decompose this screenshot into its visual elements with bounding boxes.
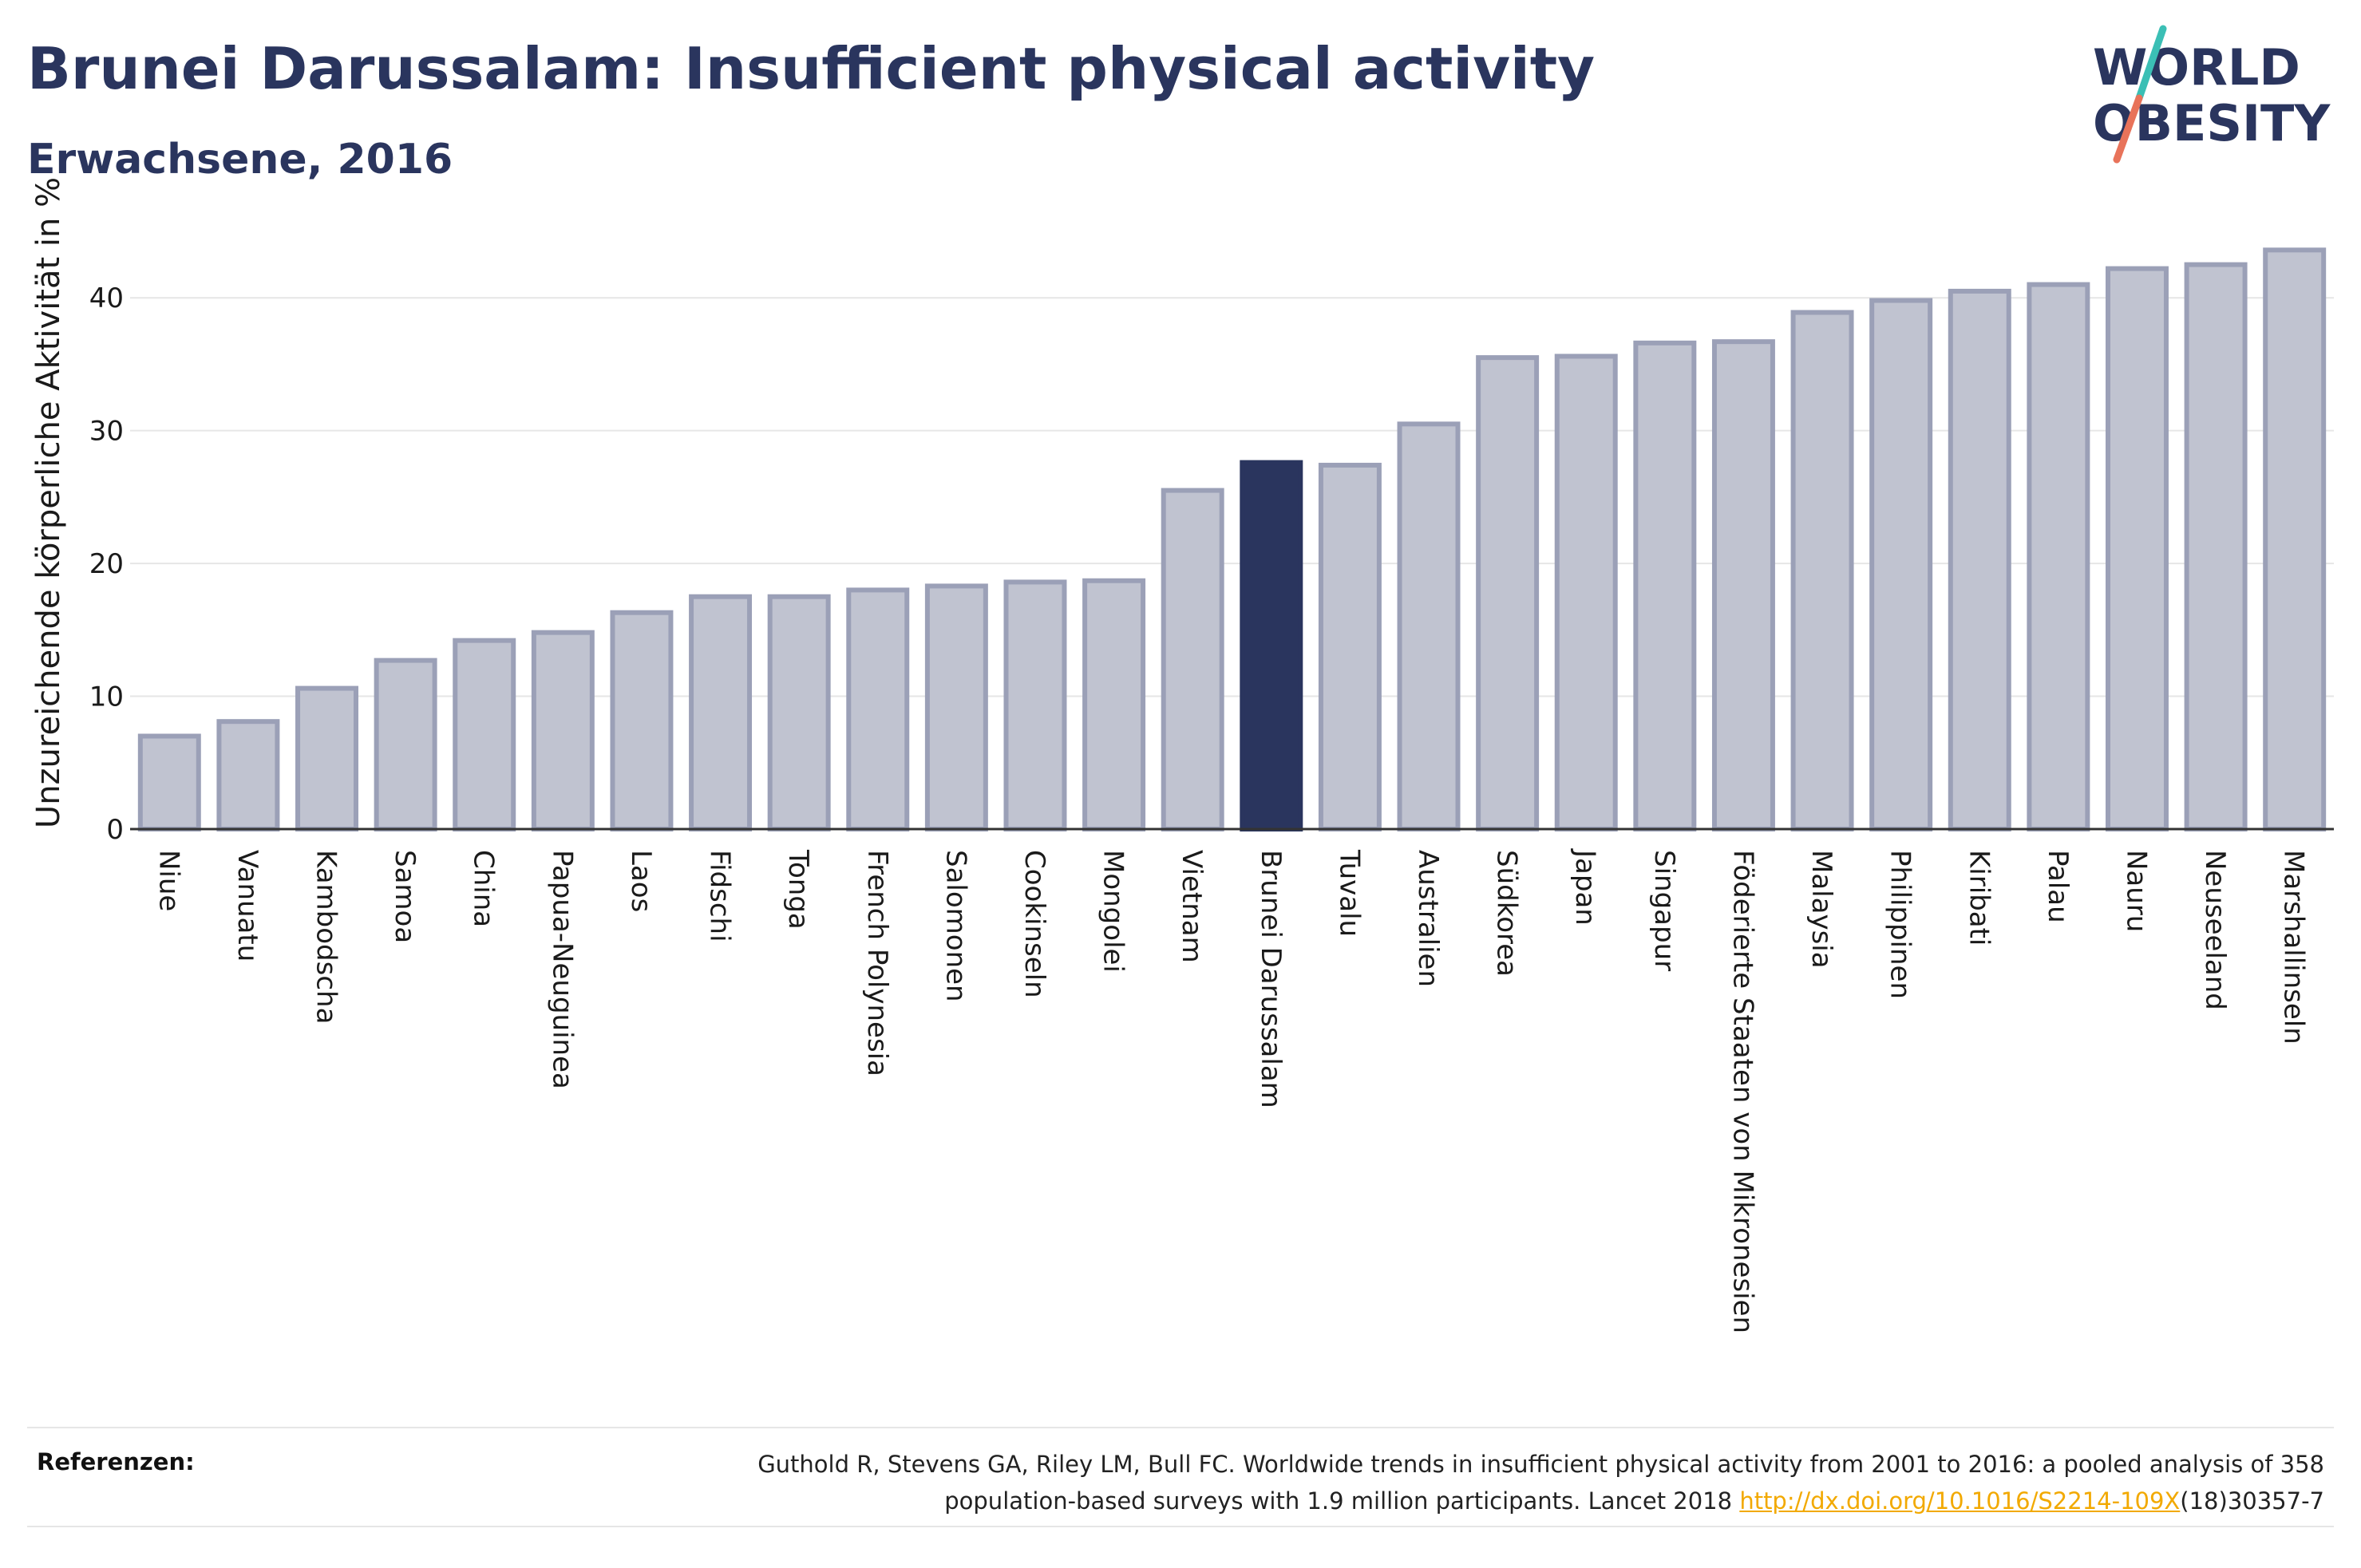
y-tick-label: 0: [106, 814, 124, 846]
x-tick-label: Laos: [625, 850, 657, 912]
bar-country: [1003, 579, 1067, 831]
bar-country: [1869, 298, 1933, 832]
y-tick-label: 40: [89, 282, 124, 314]
bar-country: [295, 685, 359, 832]
y-tick-label: 30: [89, 416, 124, 448]
bar-country: [137, 733, 201, 831]
bar-country: [846, 587, 910, 832]
bar-country: [2027, 282, 2090, 832]
logo-slash-top: [2135, 25, 2167, 102]
bar-highlight: [1240, 460, 1303, 831]
x-tick-label: Japan: [1569, 848, 1601, 926]
x-tick-label: Niue: [152, 850, 184, 911]
reference-line-2-end: (18)30357-7: [2180, 1487, 2324, 1515]
bar-country: [216, 719, 280, 831]
x-tick-label: Kiribati: [1963, 850, 1995, 946]
reference-line-1: Guthold R, Stevens GA, Riley LM, Bull FC…: [757, 1451, 2324, 1478]
x-tick-label: Vanuatu: [231, 850, 263, 962]
y-tick-label: 10: [89, 681, 124, 713]
logo-text-world: WORLD: [2093, 38, 2300, 97]
x-tick-label: Nauru: [2120, 850, 2152, 932]
logo-slash-bottom: [2113, 94, 2143, 164]
x-tick-label: Philippinen: [1884, 850, 1916, 999]
bar-country: [1554, 353, 1618, 831]
x-tick-label: Salomonen: [939, 850, 971, 1002]
chart-title: Brunei Darussalam: Insufficient physical…: [27, 35, 1596, 102]
bar-country: [1633, 340, 1697, 831]
bar-country: [924, 583, 988, 831]
bar-country: [1790, 310, 1854, 831]
bar-country: [767, 594, 831, 831]
bars-layer: [130, 247, 2334, 832]
x-tick-label: Malaysia: [1805, 850, 1837, 969]
reference-line-2: population-based surveys with 1.9 millio…: [944, 1487, 1740, 1515]
bar-country: [1161, 488, 1224, 831]
bar-country: [2184, 262, 2248, 832]
x-tick-label: Südkorea: [1491, 850, 1523, 977]
x-tick-label: Föderierte Staaten von Mikronesien: [1726, 850, 1758, 1333]
y-axis-label: Unzureichende körperliche Aktivität in %: [30, 177, 67, 828]
bar-chart: Niue Vanuatu Kambodscha Samoa China Papua-Neu…: [30, 177, 2334, 1333]
x-tick-label: Tuvalu: [1333, 849, 1365, 937]
y-tick-layer: 0 10 20 30 40: [89, 282, 124, 846]
bar-country: [531, 630, 595, 832]
reference-doi-link[interactable]: http://dx.doi.org/10.1016/S2214-109X: [1739, 1487, 2181, 1515]
x-tick-label: Papua-Neuguinea: [546, 850, 578, 1089]
x-tick-label: Neuseeland: [2199, 850, 2231, 1010]
bar-country: [610, 610, 674, 831]
x-tick-label: Kambodscha: [310, 850, 342, 1024]
chart-subtitle: Erwachsene, 2016: [27, 136, 453, 184]
bar-country: [1318, 462, 1382, 831]
x-tick-label: Australien: [1412, 850, 1444, 987]
bar-country: [374, 658, 437, 831]
x-tick-label: Marshallinseln: [2278, 850, 2310, 1045]
x-tick-label: Brunei Darussalam: [1255, 850, 1287, 1108]
references-text: Guthold R, Stevens GA, Riley LM, Bull FC…: [488, 1446, 2324, 1519]
x-tick-layer: Niue Vanuatu Kambodscha Samoa China Papua-Neu…: [152, 848, 2309, 1333]
x-tick-label: Palau: [2042, 850, 2074, 923]
x-tick-label: China: [468, 850, 500, 927]
x-tick-label: Tonga: [782, 849, 814, 930]
bar-country: [1082, 578, 1146, 831]
bar-country: [1397, 421, 1461, 831]
y-tick-label: 20: [89, 548, 124, 580]
x-tick-label: Vietnam: [1176, 850, 1208, 963]
bar-country: [453, 638, 516, 831]
x-tick-label: French Polynesia: [861, 850, 893, 1076]
bar-country: [2263, 247, 2327, 831]
bar-country: [689, 594, 753, 831]
x-tick-label: Samoa: [389, 850, 421, 943]
world-obesity-logo: WORLD OBESITY: [2093, 25, 2331, 164]
footer-divider-bottom: [27, 1526, 2334, 1527]
x-tick-label: Mongolei: [1097, 850, 1129, 973]
bar-country: [1476, 355, 1540, 832]
x-tick-label: Singapur: [1648, 850, 1680, 971]
bar-country: [2105, 266, 2169, 831]
references-label: Referenzen:: [37, 1448, 195, 1475]
footer-divider-top: [27, 1427, 2334, 1428]
x-tick-label: Cookinseln: [1018, 850, 1050, 998]
x-tick-label: Fidschi: [704, 850, 736, 942]
bar-country: [1711, 339, 1775, 832]
bar-country: [1948, 288, 2011, 831]
